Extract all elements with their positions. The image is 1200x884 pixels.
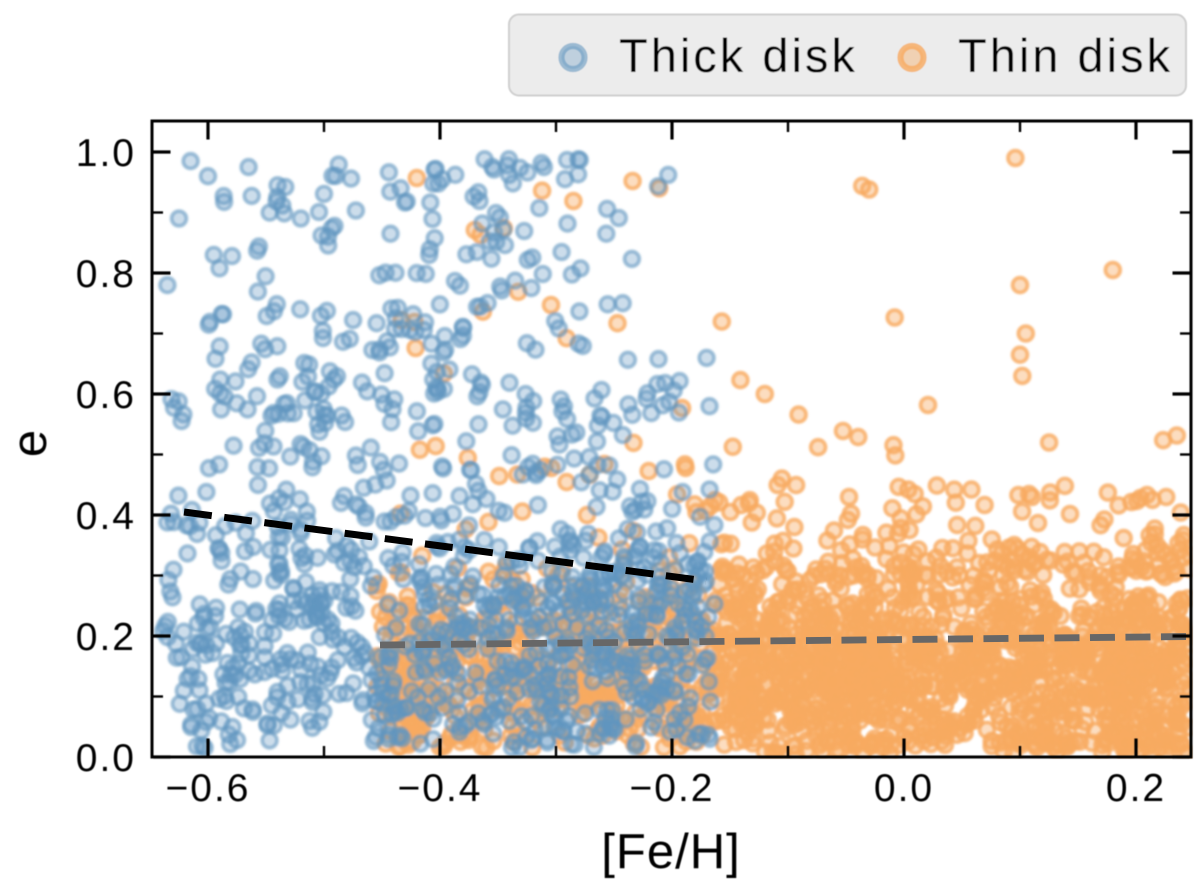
svg-text:0.0: 0.0 [76,737,136,780]
svg-text:0.8: 0.8 [76,253,136,296]
svg-text:0.6: 0.6 [76,374,136,417]
svg-text:−0.6: −0.6 [166,767,251,810]
svg-text:Thin disk: Thin disk [958,29,1173,82]
svg-text:0.4: 0.4 [76,495,136,538]
svg-text:−0.4: −0.4 [398,767,483,810]
svg-text:−0.2: −0.2 [630,767,715,810]
svg-text:0.2: 0.2 [76,616,136,659]
svg-text:e: e [3,429,57,457]
svg-text:Thick disk: Thick disk [619,29,858,82]
svg-text:0.0: 0.0 [874,767,934,810]
svg-text:1.0: 1.0 [76,132,136,175]
svg-text:0.2: 0.2 [1106,767,1166,810]
svg-text:[Fe/H]: [Fe/H] [601,825,740,879]
